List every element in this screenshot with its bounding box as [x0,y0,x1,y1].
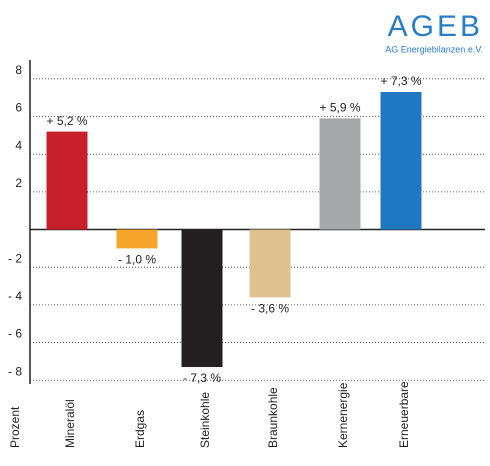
x-tick-label: Steinkohle [198,392,212,448]
bar [181,229,223,368]
y-tick-label: - 8 [8,364,22,378]
x-tick-label: Mineralöl [63,399,77,448]
bar [46,131,88,230]
x-tick-label: Braunkohle [266,387,280,448]
value-label: + 5,9 % [319,101,360,115]
value-label: + 7,3 % [380,74,421,88]
y-tick-label: 8 [15,63,22,77]
bar [249,229,291,298]
y-tick-label: - 4 [8,289,22,303]
y-tick-label: - 6 [8,327,22,341]
value-label: - 7,3 % [183,371,221,385]
value-label: - 1,0 % [118,253,156,267]
bar [319,118,361,230]
x-tick-label: Kernenergie [336,382,350,448]
y-tick-label: 2 [15,176,22,190]
bar [380,92,422,230]
value-label: - 3,6 % [251,302,289,316]
y-tick-label: - 2 [8,251,22,265]
logo-title: AGEB [388,10,483,43]
y-tick-label: 4 [15,138,22,152]
x-tick-label: Erneuerbare [397,381,411,448]
bar [116,229,158,249]
y-tick-label: 6 [15,101,22,115]
value-label: + 5,2 % [46,114,87,128]
logo-subtitle: AG Energiebilanzen e.V. [385,44,483,54]
x-tick-label: Erdgas [133,410,147,448]
y-axis-label: Prozent [8,406,22,448]
